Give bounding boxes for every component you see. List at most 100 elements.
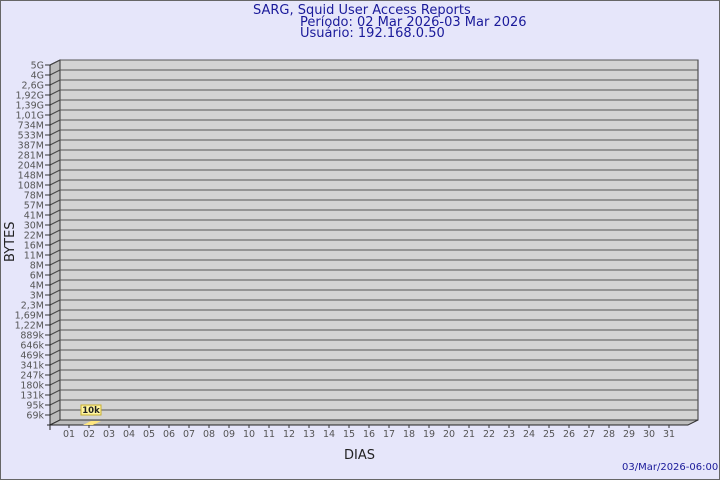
gridline-diagonal	[49, 169, 61, 176]
x-tick-label: 03	[103, 429, 115, 440]
x-tick-label: 17	[383, 429, 395, 440]
x-tick-label: 24	[523, 429, 535, 440]
gridline-diagonal	[49, 399, 61, 406]
gridline-diagonal	[49, 179, 61, 186]
x-tick-label: 08	[203, 429, 215, 440]
y-tick-label: 204M	[18, 161, 44, 172]
x-tick-label: 28	[603, 429, 615, 440]
x-tick-label: 10	[243, 429, 255, 440]
x-tick-label: 13	[303, 429, 315, 440]
y-tick-label: 646k	[20, 341, 44, 352]
y-tick-label: 4M	[30, 281, 44, 292]
timestamp: 03/Mar/2026-06:00	[622, 462, 719, 473]
gridline-diagonal	[49, 389, 61, 396]
y-tick-label: 247k	[20, 371, 44, 382]
x-tick-label: 11	[263, 429, 275, 440]
gridline-diagonal	[49, 339, 61, 346]
y-tick-label: 8M	[30, 261, 44, 272]
y-tick-label: 734M	[18, 121, 44, 132]
chart-title: SARG, Squid User Access Reports	[253, 3, 471, 18]
x-tick-label: 27	[583, 429, 595, 440]
y-tick-label: 281M	[18, 151, 44, 162]
y-tick-label: 4G	[31, 71, 44, 82]
x-tick-label: 18	[403, 429, 415, 440]
y-tick-label: 6M	[30, 271, 44, 282]
x-tick-label: 06	[163, 429, 175, 440]
y-tick-label: 69k	[26, 411, 44, 422]
data-label-box	[80, 404, 102, 416]
x-tick-label: 04	[123, 429, 135, 440]
y-tick-label: 341k	[20, 361, 44, 372]
gridline-diagonal	[49, 109, 61, 116]
gridline-diagonal	[49, 59, 61, 66]
data-label: 10k	[82, 406, 100, 416]
gridline-diagonal	[49, 359, 61, 366]
y-tick-label: 95k	[26, 401, 44, 412]
gridline-diagonal	[49, 79, 61, 86]
gridline-diagonal	[49, 189, 61, 196]
x-tick-label: 09	[223, 429, 235, 440]
y-tick-label: 1,69M	[15, 311, 44, 322]
x-tick-label: 22	[483, 429, 495, 440]
x-tick-label: 07	[183, 429, 195, 440]
x-tick-label: 15	[343, 429, 355, 440]
y-tick-label: 22M	[24, 231, 44, 242]
gridline-diagonal	[49, 409, 61, 416]
gridline-diagonal	[49, 309, 61, 316]
y-tick-label: 387M	[18, 141, 44, 152]
y-tick-label: 533M	[18, 131, 44, 142]
gridline-diagonal	[49, 219, 61, 226]
x-axis-label: DIAS	[344, 448, 375, 463]
gridline-diagonal	[49, 229, 61, 236]
gridline-diagonal	[49, 269, 61, 276]
x-tick-label: 26	[563, 429, 575, 440]
y-tick-label: 889k	[20, 331, 44, 342]
plot-floor	[49, 419, 699, 426]
x-tick-label: 31	[663, 429, 675, 440]
gridline-diagonal	[49, 139, 61, 146]
gridline-diagonal	[49, 349, 61, 356]
gridline-diagonal	[49, 379, 61, 386]
x-tick-label: 16	[363, 429, 375, 440]
x-tick-label: 12	[283, 429, 295, 440]
x-tick-label: 29	[623, 429, 635, 440]
gridline-diagonal	[49, 129, 61, 136]
y-tick-label: 180k	[20, 381, 44, 392]
chart-period: Período: 02 Mar 2026-03 Mar 2026	[300, 15, 527, 30]
gridline-diagonal	[49, 249, 61, 256]
x-tick-label: 21	[463, 429, 475, 440]
y-tick-label: 131k	[20, 391, 44, 402]
y-tick-label: 469k	[20, 351, 44, 362]
gridline-diagonal	[49, 319, 61, 326]
x-tick-label: 14	[323, 429, 335, 440]
bar-day-02	[83, 421, 101, 425]
x-tick-label: 01	[63, 429, 75, 440]
y-tick-label: 1,22M	[15, 321, 44, 332]
gridline-diagonal	[49, 69, 61, 76]
gridline-diagonal	[49, 199, 61, 206]
y-tick-label: 30M	[24, 221, 44, 232]
y-tick-label: 3M	[30, 291, 44, 302]
y-tick-label: 1,39G	[15, 101, 44, 112]
y-tick-label: 148M	[18, 171, 44, 182]
x-tick-label: 19	[423, 429, 435, 440]
y-tick-label: 16M	[24, 241, 44, 252]
x-tick-label: 20	[443, 429, 455, 440]
gridline-diagonal	[49, 209, 61, 216]
x-tick-label: 30	[643, 429, 655, 440]
x-tick-label: 23	[503, 429, 515, 440]
y-tick-label: 108M	[18, 181, 44, 192]
y-tick-label: 78M	[24, 191, 44, 202]
y-tick-label: 41M	[24, 211, 44, 222]
x-tick-label: 05	[143, 429, 155, 440]
y-tick-label: 1,92G	[15, 91, 44, 102]
gridline-diagonal	[49, 89, 61, 96]
y-tick-label: 5G	[31, 61, 44, 72]
gridline-diagonal	[49, 149, 61, 156]
x-tick-label: 02	[83, 429, 95, 440]
gridline-diagonal	[49, 369, 61, 376]
y-tick-label: 2,6G	[22, 81, 44, 92]
gridline-diagonal	[49, 279, 61, 286]
gridline-diagonal	[49, 119, 61, 126]
